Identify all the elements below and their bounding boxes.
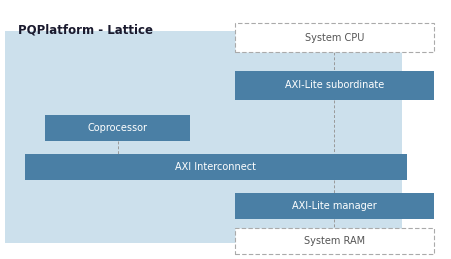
Text: Coprocessor: Coprocessor: [87, 123, 147, 133]
Bar: [235, 71, 433, 100]
Text: AXI Interconnect: AXI Interconnect: [175, 162, 256, 172]
Text: System RAM: System RAM: [303, 236, 364, 246]
Bar: [5, 31, 401, 243]
Text: AXI-Lite manager: AXI-Lite manager: [291, 201, 376, 211]
Text: System CPU: System CPU: [304, 33, 364, 42]
Text: AXI-Lite subordinate: AXI-Lite subordinate: [284, 81, 383, 90]
Bar: [235, 228, 433, 254]
Bar: [25, 154, 406, 180]
Bar: [235, 193, 433, 219]
Bar: [235, 23, 433, 52]
Bar: [45, 115, 189, 141]
Text: PQPlatform - Lattice: PQPlatform - Lattice: [18, 23, 153, 36]
